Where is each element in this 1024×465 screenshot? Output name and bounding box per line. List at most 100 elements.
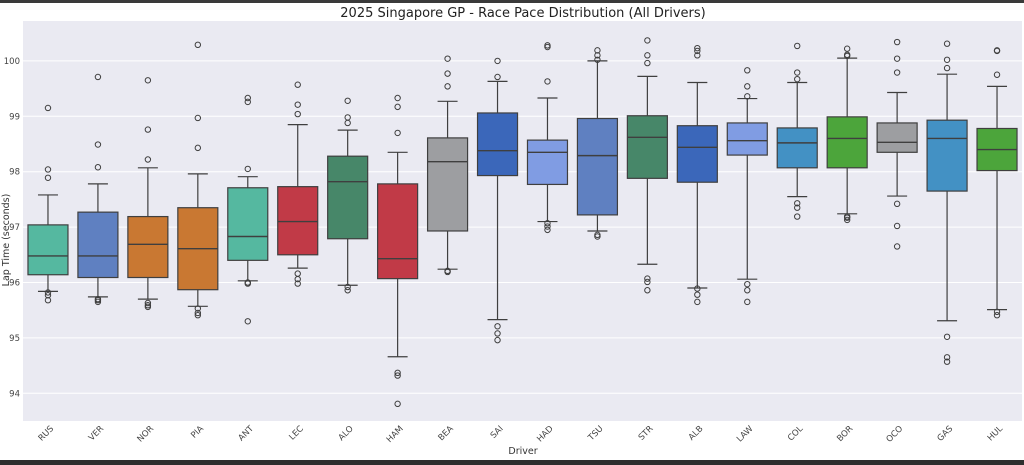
outlier-point (893, 69, 901, 76)
outlier-point (94, 298, 102, 306)
box-sai (476, 57, 519, 344)
outlier-point (394, 372, 401, 379)
outlier-point (744, 280, 751, 288)
y-tick-label: 98 (9, 168, 20, 178)
outlier-point (893, 222, 901, 230)
outlier-point (294, 110, 301, 118)
outlier-point (444, 268, 451, 276)
outlier-point (794, 42, 801, 50)
outlier-point (444, 55, 451, 62)
box-tsu (576, 47, 619, 240)
outlier-point (943, 64, 951, 72)
box-law (726, 67, 768, 306)
outlier-point (44, 289, 52, 296)
outlier-point (44, 104, 52, 112)
outlier-point (843, 52, 851, 60)
y-tick-label: 97 (9, 223, 20, 233)
outlier-point (244, 165, 251, 173)
iqr-box (426, 137, 469, 232)
outlier-point (194, 305, 202, 312)
x-tick-label: ALO (337, 424, 356, 443)
x-tick-label: COL (786, 424, 806, 444)
iqr-box (776, 127, 818, 169)
outlier-point (144, 126, 152, 133)
box-pia (177, 41, 219, 319)
box-hul (976, 47, 1018, 319)
iqr-box (926, 119, 968, 192)
iqr-box (826, 116, 868, 169)
y-tick-label: 96 (9, 278, 20, 288)
outlier-point (194, 114, 202, 122)
outlier-point (494, 323, 501, 330)
x-tick-label: OCO (885, 424, 906, 445)
y-tick-label: 99 (9, 112, 20, 122)
outlier-point (644, 52, 651, 59)
iqr-box (277, 186, 319, 256)
outlier-point (494, 57, 501, 65)
iqr-box (127, 215, 169, 279)
outlier-point (344, 97, 351, 104)
outlier-point (194, 144, 202, 152)
outlier-point (993, 311, 1001, 319)
outlier-point (194, 41, 202, 49)
outlier-point (44, 174, 52, 181)
x-tick-label: GAS (936, 424, 956, 444)
outlier-point (893, 243, 901, 250)
x-tick-label: BOR (835, 424, 855, 444)
outlier-point (494, 336, 501, 344)
outlier-point (644, 37, 651, 44)
outlier-point (394, 129, 401, 137)
y-tick-label: 95 (9, 334, 20, 344)
box-ver (77, 73, 119, 306)
outlier-point (294, 81, 301, 88)
outlier-point (544, 43, 551, 51)
outlier-point (694, 298, 701, 306)
outlier-point (644, 287, 651, 294)
outlier-point (943, 333, 951, 340)
outlier-point (943, 354, 951, 361)
outlier-point (444, 83, 451, 90)
x-tick-label: LEC (287, 424, 305, 442)
box-alb (676, 44, 718, 306)
outlier-point (494, 73, 501, 81)
outlier-point (594, 56, 601, 63)
outlier-point (344, 283, 351, 291)
outlier-point (993, 308, 1001, 316)
box-nor (127, 77, 169, 311)
outlier-point (943, 358, 951, 365)
outlier-point (644, 278, 651, 286)
outlier-point (294, 280, 301, 287)
outlier-point (294, 101, 301, 108)
outlier-point (893, 55, 901, 62)
outlier-point (943, 40, 951, 47)
x-tick-label: LAW (735, 424, 756, 445)
outlier-point (943, 56, 951, 63)
iqr-box (676, 125, 718, 183)
iqr-box (876, 122, 918, 153)
outlier-point (794, 75, 801, 83)
y-tick-label: 94 (9, 389, 20, 399)
outlier-point (544, 220, 551, 227)
outlier-point (744, 83, 751, 90)
outlier-point (394, 103, 401, 111)
outlier-point (893, 38, 901, 46)
box-lec (277, 81, 319, 287)
outlier-point (744, 298, 751, 306)
outlier-point (744, 67, 751, 74)
outlier-point (144, 303, 152, 311)
outlier-point (694, 285, 701, 292)
outlier-point (744, 93, 751, 100)
outlier-point (843, 216, 851, 224)
outlier-point (644, 275, 651, 282)
x-tick-label: HAD (535, 424, 556, 445)
box-rus (27, 104, 69, 304)
outlier-point (794, 200, 801, 207)
outlier-point (494, 330, 501, 337)
iqr-box (526, 139, 569, 186)
outlier-point (94, 141, 102, 148)
iqr-box (377, 183, 419, 280)
outlier-point (993, 47, 1001, 55)
iqr-box (227, 187, 269, 261)
outlier-point (144, 299, 152, 307)
